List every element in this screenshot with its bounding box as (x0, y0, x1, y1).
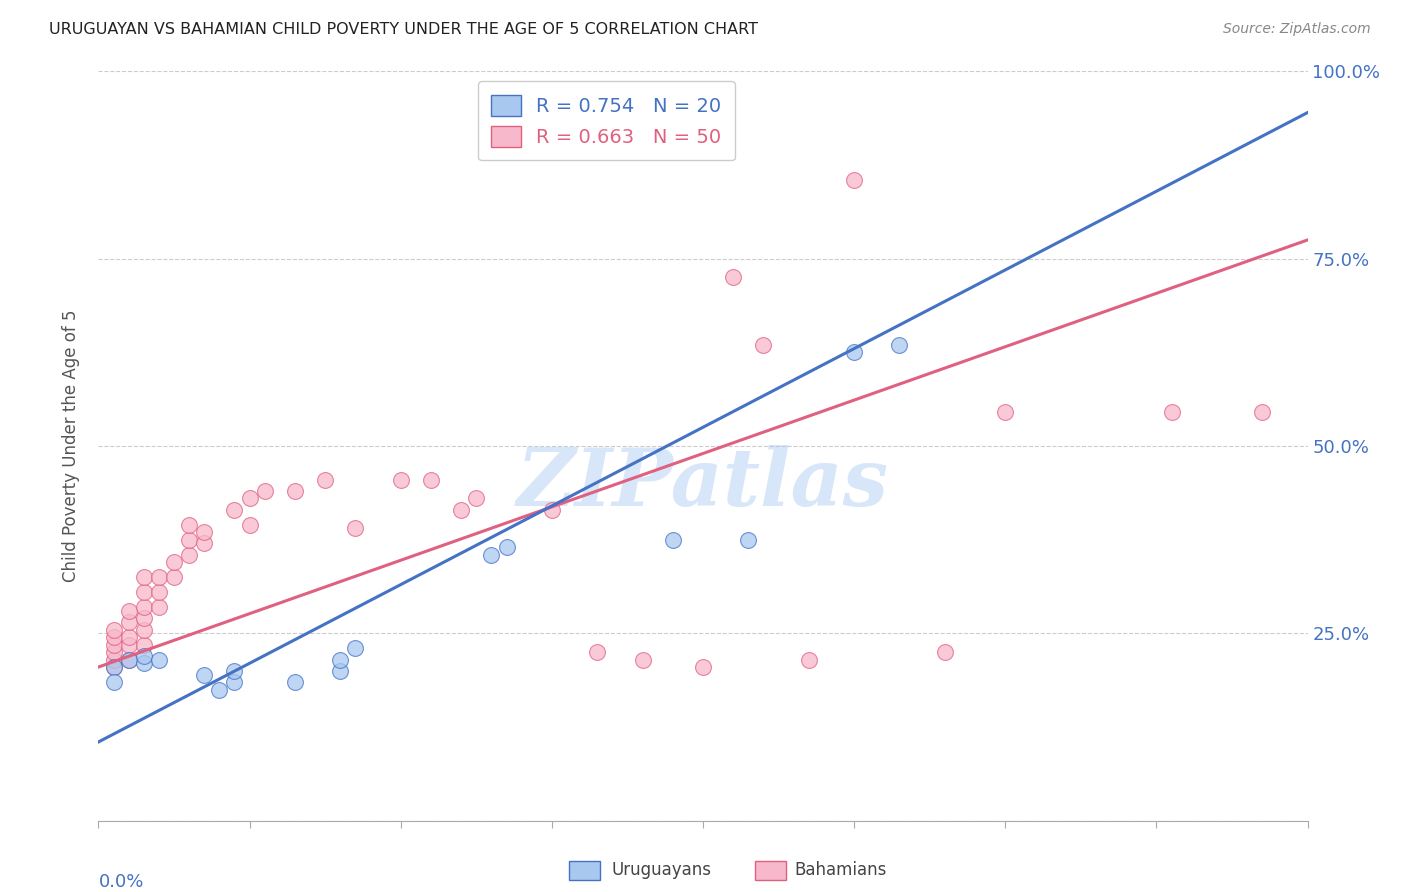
Point (118, 604, 141, 618)
Point (103, 638, 125, 652)
Point (148, 652, 170, 666)
Point (132, 611, 155, 625)
Point (179, 548, 201, 562)
Point (239, 517, 262, 532)
Point (132, 657, 155, 671)
Point (224, 502, 246, 516)
Legend: R = 0.754   N = 20, R = 0.663   N = 50: R = 0.754 N = 20, R = 0.663 N = 50 (478, 81, 735, 161)
Y-axis label: Child Poverty Under the Age of 5: Child Poverty Under the Age of 5 (62, 310, 80, 582)
Point (103, 675, 125, 690)
Point (586, 645, 609, 659)
Point (118, 652, 141, 666)
Point (148, 585, 170, 599)
Point (344, 521, 367, 535)
Point (420, 473, 443, 487)
Point (314, 473, 336, 487)
Point (118, 638, 141, 652)
Point (118, 615, 141, 629)
Point (844, 345, 866, 359)
Point (163, 570, 186, 584)
Text: Bahamians: Bahamians (794, 861, 887, 879)
Point (1160, 405, 1182, 419)
Point (103, 623, 125, 637)
Text: Uruguayans: Uruguayans (612, 861, 711, 879)
Point (844, 173, 866, 187)
Point (103, 645, 125, 659)
Point (495, 540, 517, 554)
Point (329, 664, 352, 678)
Point (148, 570, 170, 584)
Point (284, 483, 307, 498)
Point (253, 483, 276, 498)
Text: 0.0%: 0.0% (98, 873, 143, 891)
Point (103, 652, 125, 666)
Point (692, 660, 714, 674)
Point (132, 623, 155, 637)
Point (723, 270, 745, 285)
Point (193, 536, 215, 550)
Point (118, 652, 141, 666)
Point (103, 630, 125, 644)
Text: Source: ZipAtlas.com: Source: ZipAtlas.com (1223, 22, 1371, 37)
Text: URUGUAYAN VS BAHAMIAN CHILD POVERTY UNDER THE AGE OF 5 CORRELATION CHART: URUGUAYAN VS BAHAMIAN CHILD POVERTY UNDE… (49, 22, 758, 37)
Point (994, 405, 1017, 419)
Point (132, 570, 155, 584)
Point (540, 502, 562, 516)
Point (163, 555, 186, 569)
Point (118, 630, 141, 644)
Point (631, 652, 654, 666)
Point (737, 533, 759, 547)
Point (179, 517, 201, 532)
Point (389, 473, 412, 487)
Text: ZIPatlas: ZIPatlas (517, 445, 889, 522)
Point (224, 675, 246, 690)
Point (239, 491, 262, 506)
Point (934, 645, 956, 659)
Point (132, 600, 155, 615)
Point (661, 533, 683, 547)
Point (132, 638, 155, 652)
Point (224, 664, 246, 678)
Point (752, 338, 775, 352)
Point (889, 338, 911, 352)
Point (148, 600, 170, 615)
Point (1251, 405, 1274, 419)
Point (132, 648, 155, 663)
Point (284, 675, 307, 690)
Point (208, 682, 231, 697)
Point (344, 641, 367, 656)
Point (450, 502, 472, 516)
Point (797, 652, 820, 666)
Point (193, 525, 215, 540)
Point (193, 667, 215, 681)
Point (329, 652, 352, 666)
Point (132, 585, 155, 599)
Point (103, 660, 125, 674)
Point (465, 491, 488, 506)
Point (481, 548, 503, 562)
Point (103, 660, 125, 674)
Point (179, 533, 201, 547)
